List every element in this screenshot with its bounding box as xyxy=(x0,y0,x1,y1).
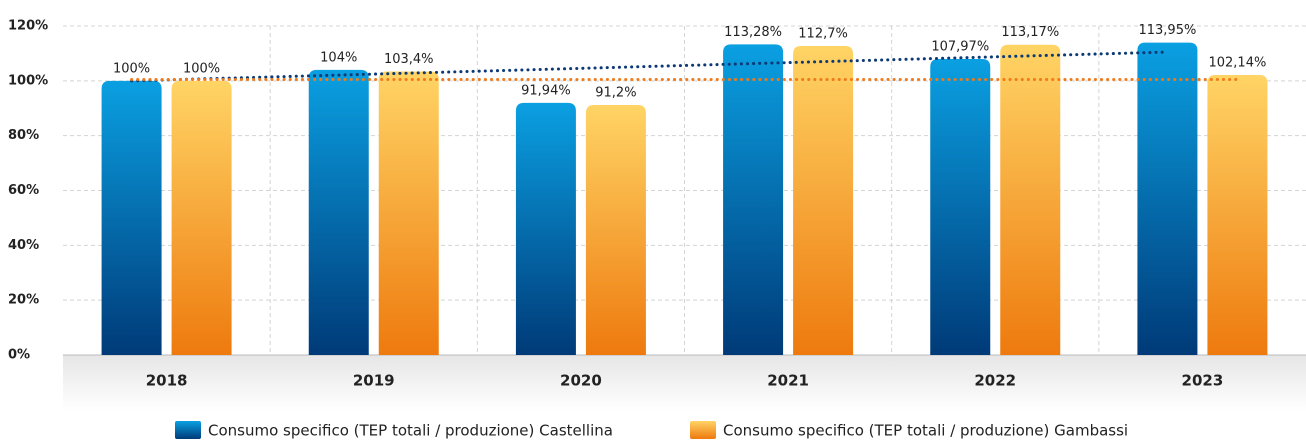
value-label: 102,14% xyxy=(1208,55,1266,70)
y-tick-label: 40% xyxy=(8,238,39,253)
bar xyxy=(1207,74,1268,356)
value-label: 113,28% xyxy=(724,25,782,40)
bar xyxy=(308,69,369,355)
bar xyxy=(723,44,784,355)
value-label: 107,97% xyxy=(931,39,989,54)
value-label: 100% xyxy=(113,61,150,76)
x-tick-label: 2023 xyxy=(1182,372,1224,390)
value-label: 112,7% xyxy=(798,27,848,42)
x-tick-label: 2022 xyxy=(974,372,1016,390)
value-label: 104% xyxy=(320,50,357,65)
x-axis-band xyxy=(63,355,1306,411)
value-label: 91,94% xyxy=(521,83,571,98)
bar xyxy=(1000,44,1061,355)
bar xyxy=(930,58,991,356)
bar xyxy=(1137,42,1198,355)
bar xyxy=(101,80,162,355)
legend-swatch xyxy=(690,421,716,439)
x-tick-label: 2018 xyxy=(146,372,188,390)
y-tick-label: 60% xyxy=(8,183,39,198)
y-tick-label: 120% xyxy=(8,19,48,34)
y-tick-label: 100% xyxy=(8,73,48,88)
bar xyxy=(171,80,232,355)
trend-line xyxy=(130,50,1169,83)
value-label: 113,17% xyxy=(1001,25,1059,40)
y-tick-label: 20% xyxy=(8,293,39,308)
value-label: 103,4% xyxy=(384,52,434,67)
bar xyxy=(378,71,439,356)
x-tick-label: 2020 xyxy=(560,372,602,390)
y-tick-label: 80% xyxy=(8,128,39,143)
x-tick-label: 2021 xyxy=(767,372,809,390)
legend-label: Consumo specifico (TEP totali / produzio… xyxy=(208,422,613,440)
y-tick-label: 0% xyxy=(8,348,30,363)
value-label: 91,2% xyxy=(595,85,636,100)
value-label: 113,95% xyxy=(1138,23,1196,38)
x-tick-label: 2019 xyxy=(353,372,395,390)
value-label: 100% xyxy=(183,61,220,76)
legend-label: Consumo specifico (TEP totali / produzio… xyxy=(723,422,1128,440)
bar xyxy=(515,102,576,355)
bar xyxy=(793,46,854,356)
legend-swatch xyxy=(175,421,201,439)
bar xyxy=(585,104,646,356)
